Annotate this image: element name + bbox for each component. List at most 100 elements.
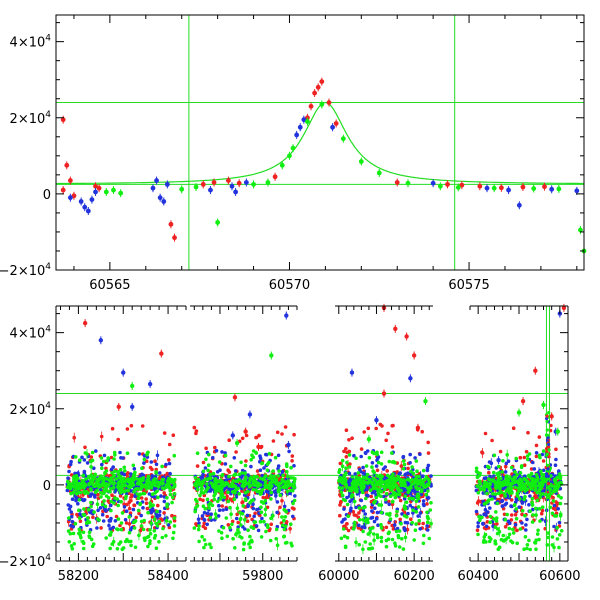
bottom-data-point xyxy=(275,510,279,515)
bottom-data-point xyxy=(552,488,557,492)
bottom-data-point xyxy=(90,481,94,486)
bottom-outlier-point xyxy=(411,353,417,358)
bottom-data-point xyxy=(550,511,555,516)
bottom-data-point xyxy=(337,470,341,475)
bottom-data-point xyxy=(377,474,381,479)
bottom-outlier-point xyxy=(286,442,291,448)
bottom-data-point xyxy=(340,486,345,490)
top-data-point xyxy=(287,153,292,159)
bottom-data-point xyxy=(346,528,351,533)
bottom-data-point xyxy=(206,468,210,473)
bottom-data-point xyxy=(540,472,544,477)
bottom-data-point xyxy=(109,486,113,491)
top-data-point xyxy=(477,183,483,189)
bottom-data-point xyxy=(426,489,430,493)
bottom-data-point xyxy=(119,499,123,504)
bottom-data-point xyxy=(237,477,241,482)
bottom-data-point xyxy=(214,448,219,453)
bottom-data-point xyxy=(169,477,174,482)
bottom-outlier-point xyxy=(541,402,546,408)
bottom-data-point xyxy=(133,519,138,523)
bottom-data-point xyxy=(475,475,480,480)
top-data-point xyxy=(154,178,159,183)
bottom-data-point xyxy=(374,516,379,521)
bottom-data-point xyxy=(226,523,231,527)
bottom-data-point xyxy=(429,474,433,478)
bottom-data-point xyxy=(379,539,384,544)
bottom-data-point xyxy=(243,463,248,468)
bottom-data-point xyxy=(205,511,210,516)
bottom-data-point xyxy=(157,519,162,524)
bottom-data-point xyxy=(344,522,349,526)
bottom-data-point xyxy=(109,508,113,513)
bottom-data-point xyxy=(251,506,256,511)
bottom-data-point xyxy=(413,456,417,460)
bottom-data-point xyxy=(535,490,539,495)
top-model-curve xyxy=(56,101,584,185)
bottom-event-point xyxy=(545,463,550,467)
bottom-data-point xyxy=(375,533,380,537)
bottom-event-point xyxy=(547,411,551,415)
bottom-data-point xyxy=(478,479,482,484)
bottom-data-point xyxy=(124,521,129,525)
bottom-data-point xyxy=(401,467,406,471)
bottom-data-point xyxy=(475,484,479,488)
bottom-data-point xyxy=(381,467,386,471)
bottom-data-point xyxy=(282,534,287,539)
bottom-data-point xyxy=(344,455,349,459)
bottom-data-point xyxy=(523,477,527,482)
bottom-data-point xyxy=(393,483,398,487)
bottom-data-point xyxy=(488,514,493,519)
bottom-data-point xyxy=(271,439,276,443)
bottom-data-point xyxy=(402,526,407,530)
top-data-point xyxy=(430,180,436,186)
bottom-data-point xyxy=(132,489,136,494)
bottom-data-point xyxy=(125,472,129,477)
bottom-data-point xyxy=(374,495,379,500)
bottom-data-point xyxy=(165,502,169,507)
bottom-data-point xyxy=(414,459,419,463)
bottom-data-point xyxy=(156,503,160,508)
bottom-event-point xyxy=(545,428,549,432)
bottom-data-point xyxy=(201,481,205,486)
bottom-data-point xyxy=(388,517,393,521)
bottom-data-point xyxy=(110,426,115,431)
bottom-data-point xyxy=(116,484,120,488)
bottom-data-point xyxy=(128,511,133,515)
bottom-data-point xyxy=(351,510,356,514)
bottom-data-point xyxy=(379,450,384,455)
bottom-data-point xyxy=(202,518,207,522)
bottom-data-point xyxy=(125,502,129,507)
bottom-data-point xyxy=(408,461,412,465)
top-data-point xyxy=(437,183,443,189)
bottom-data-point xyxy=(400,512,404,516)
bottom-data-point xyxy=(100,462,104,467)
bottom-event-point xyxy=(546,436,550,440)
bottom-data-point xyxy=(68,504,73,509)
bottom-x-tick-label: 60400 xyxy=(457,569,498,584)
top-data-point xyxy=(491,185,497,191)
bottom-outlier-point xyxy=(520,398,526,404)
top-data-point xyxy=(111,187,116,193)
bottom-data-point xyxy=(488,482,493,487)
bottom-data-point xyxy=(537,506,542,511)
bottom-data-point xyxy=(98,506,103,510)
bottom-data-point xyxy=(539,511,544,516)
top-data-point xyxy=(89,197,95,202)
bottom-data-point xyxy=(119,527,124,532)
bottom-data-point xyxy=(362,482,366,486)
bottom-data-point xyxy=(378,482,382,487)
bottom-data-point xyxy=(253,475,257,479)
bottom-data-point xyxy=(239,460,243,465)
bottom-data-point xyxy=(394,529,399,534)
bottom-data-point xyxy=(374,486,379,491)
top-data-point xyxy=(157,195,163,201)
bottom-data-point xyxy=(513,485,518,490)
bottom-data-point xyxy=(202,521,206,526)
bottom-data-point xyxy=(541,459,546,463)
bottom-data-point xyxy=(218,468,222,473)
bottom-data-point xyxy=(100,512,105,517)
bottom-data-point xyxy=(507,532,512,537)
bottom-data-point xyxy=(493,496,497,500)
bottom-data-point xyxy=(132,526,137,530)
